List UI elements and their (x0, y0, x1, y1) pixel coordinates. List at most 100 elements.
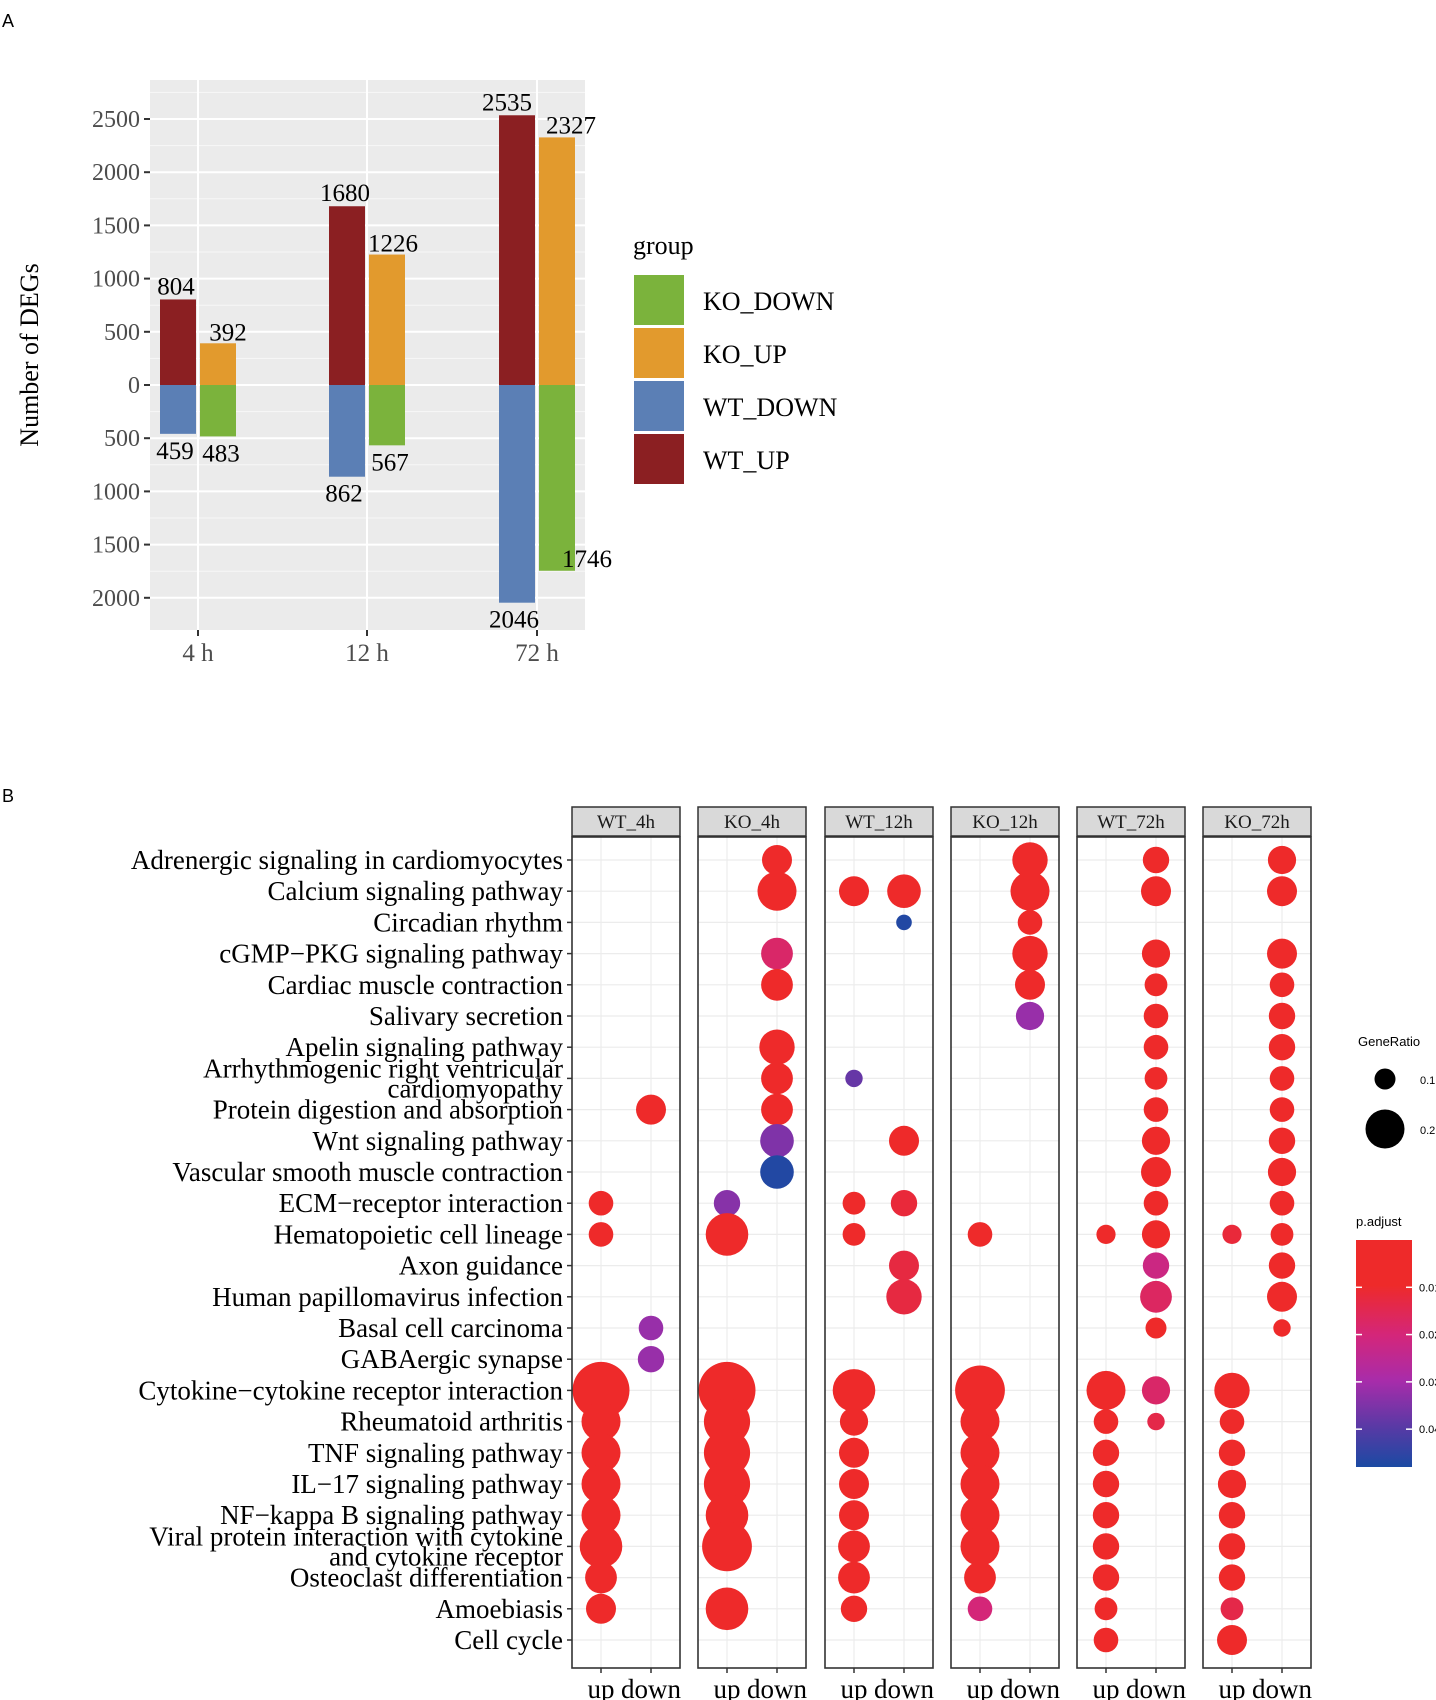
dot-wt_4h-up (585, 1561, 617, 1594)
bar-value-label: 2327 (546, 112, 596, 139)
dot-ko_12h-down (1010, 871, 1050, 911)
dot-ko_72h-down (1269, 1190, 1295, 1216)
dot-wt_12h-down (896, 914, 912, 931)
dot-wt_12h-up (838, 1530, 870, 1563)
y-tick-label: 2500 (92, 107, 140, 133)
dot-wt_4h-up (581, 1495, 621, 1535)
dot-wt_72h-up (1093, 1627, 1119, 1653)
dot-ko_72h-up (1217, 1625, 1247, 1655)
facet-panel (1203, 837, 1311, 1668)
dot-ko_12h-up (955, 1365, 1005, 1416)
dot-ko_72h-up (1214, 1372, 1250, 1409)
x-tick-label: 12 h (345, 640, 389, 667)
dot-wt_72h-down (1141, 1376, 1171, 1405)
pathway-label: Wnt signaling pathway (313, 1126, 564, 1156)
pathway-label: Cytokine−cytokine receptor interaction (138, 1375, 563, 1405)
dot-wt_72h-down (1143, 1097, 1169, 1122)
legend-key-wt-down (634, 381, 684, 431)
dot-wt_72h-down (1145, 1317, 1167, 1339)
dot-ko_4h-down (757, 871, 797, 911)
dot-wt_72h-up (1096, 1224, 1116, 1244)
dot-ko_72h-up (1218, 1439, 1246, 1467)
bar-value-label: 1226 (368, 231, 418, 258)
dot-ko_12h-up (960, 1495, 1000, 1535)
dot-ko_72h-down (1270, 1223, 1294, 1246)
dot-wt_12h-up (840, 1595, 868, 1623)
facet-panel (1077, 837, 1185, 1668)
color-legend-bar (1356, 1240, 1412, 1467)
pathway-label: cGMP−PKG signaling pathway (219, 939, 563, 969)
dot-ko_12h-down (1015, 969, 1045, 1000)
legend-label: WT_DOWN (703, 393, 838, 422)
dot-wt_72h-down (1140, 1280, 1172, 1313)
pathway-label: Rheumatoid arthritis (340, 1407, 563, 1437)
bar-ko-up (539, 137, 575, 385)
bar-value-label: 2046 (489, 607, 539, 634)
bar-ko-down (200, 385, 236, 437)
dot-wt_12h-up (842, 1191, 866, 1215)
x-tick-label: 4 h (182, 640, 214, 667)
dot-wt_12h-up (832, 1369, 876, 1412)
pathway-label: Viral protein interaction with cytokine a… (149, 1521, 563, 1571)
dot-ko_4h-up (703, 1460, 751, 1508)
size-legend-dot (1374, 1068, 1396, 1090)
dot-ko_4h-up (702, 1521, 752, 1572)
facet-strip (1076, 806, 1186, 837)
pathway-label: GABAergic synapse (341, 1344, 563, 1374)
facet-panel-border (1076, 836, 1186, 1669)
x-tick-label-up: up (1219, 1674, 1246, 1700)
facet-strip (950, 806, 1060, 837)
size-legend-title: GeneRatio (1358, 1034, 1420, 1049)
dot-wt_72h-down (1144, 1067, 1168, 1090)
x-tick-label-down: down (1126, 1674, 1186, 1700)
dot-wt_72h-down (1141, 939, 1171, 968)
dot-ko_4h-down (760, 1124, 794, 1158)
dot-wt_4h-down (636, 1094, 666, 1125)
x-tick-label-down: down (747, 1674, 807, 1700)
dot-ko_12h-down (1015, 1001, 1045, 1031)
dot-wt_72h-down (1142, 1252, 1170, 1279)
bar-value-label: 2535 (482, 89, 532, 116)
dot-ko_12h-up (960, 1526, 1000, 1566)
facet-strip (1202, 806, 1312, 837)
dot-ko_4h-down (760, 1155, 794, 1189)
x-tick-label-up: up (841, 1674, 868, 1700)
dot-ko_12h-up (960, 1464, 1000, 1504)
facet-panel-border (1202, 836, 1312, 1669)
dot-wt_12h-up (839, 1500, 869, 1531)
dot-ko_72h-down (1267, 1281, 1297, 1312)
dot-ko_4h-up (705, 1213, 749, 1256)
dot-wt_72h-down (1141, 1220, 1171, 1249)
pathway-label: Osteoclast differentiation (290, 1563, 564, 1593)
facet-panel-border (824, 836, 934, 1669)
dot-ko_72h-up (1219, 1409, 1245, 1434)
dot-wt_12h-down (890, 1190, 918, 1217)
dot-ko_12h-down (1012, 935, 1048, 972)
pathway-label: Salivary secretion (369, 1001, 564, 1031)
dot-wt_72h-down (1144, 973, 1168, 997)
y-tick-label: 1500 (92, 533, 140, 559)
legend-key-ko-down (634, 275, 684, 325)
dot-wt_72h-up (1086, 1370, 1126, 1410)
color-legend-label: 0.01 (1419, 1282, 1436, 1294)
facet-strip (571, 806, 681, 837)
dot-wt_12h-down (889, 1250, 919, 1281)
dot-ko_72h-down (1268, 1034, 1296, 1061)
pathway-label: Calcium signaling pathway (268, 876, 564, 906)
legend-key-ko-up (634, 328, 684, 378)
facet-strip-label: WT_72h (1097, 812, 1165, 833)
dot-ko_72h-down (1268, 1127, 1296, 1155)
dot-wt_72h-up (1092, 1502, 1120, 1529)
dot-ko_72h-down (1269, 972, 1295, 998)
pathway-label: Apelin signaling pathway (286, 1032, 564, 1062)
x-tick-label-down: down (621, 1674, 681, 1700)
dot-wt_72h-down (1141, 1157, 1171, 1187)
pathway-label: Circadian rhythm (373, 907, 563, 937)
y-tick-label: 2000 (92, 586, 140, 612)
dot-wt_12h-up (839, 1437, 869, 1468)
bar-ko-down (539, 385, 575, 571)
bar-chart: 2500 2000 1500 1000 500 0 500 1000 1500 2000 4 h 12… (15, 80, 838, 667)
pathway-label: TNF signaling pathway (308, 1438, 563, 1468)
x-tick-label: 72 h (515, 640, 559, 667)
